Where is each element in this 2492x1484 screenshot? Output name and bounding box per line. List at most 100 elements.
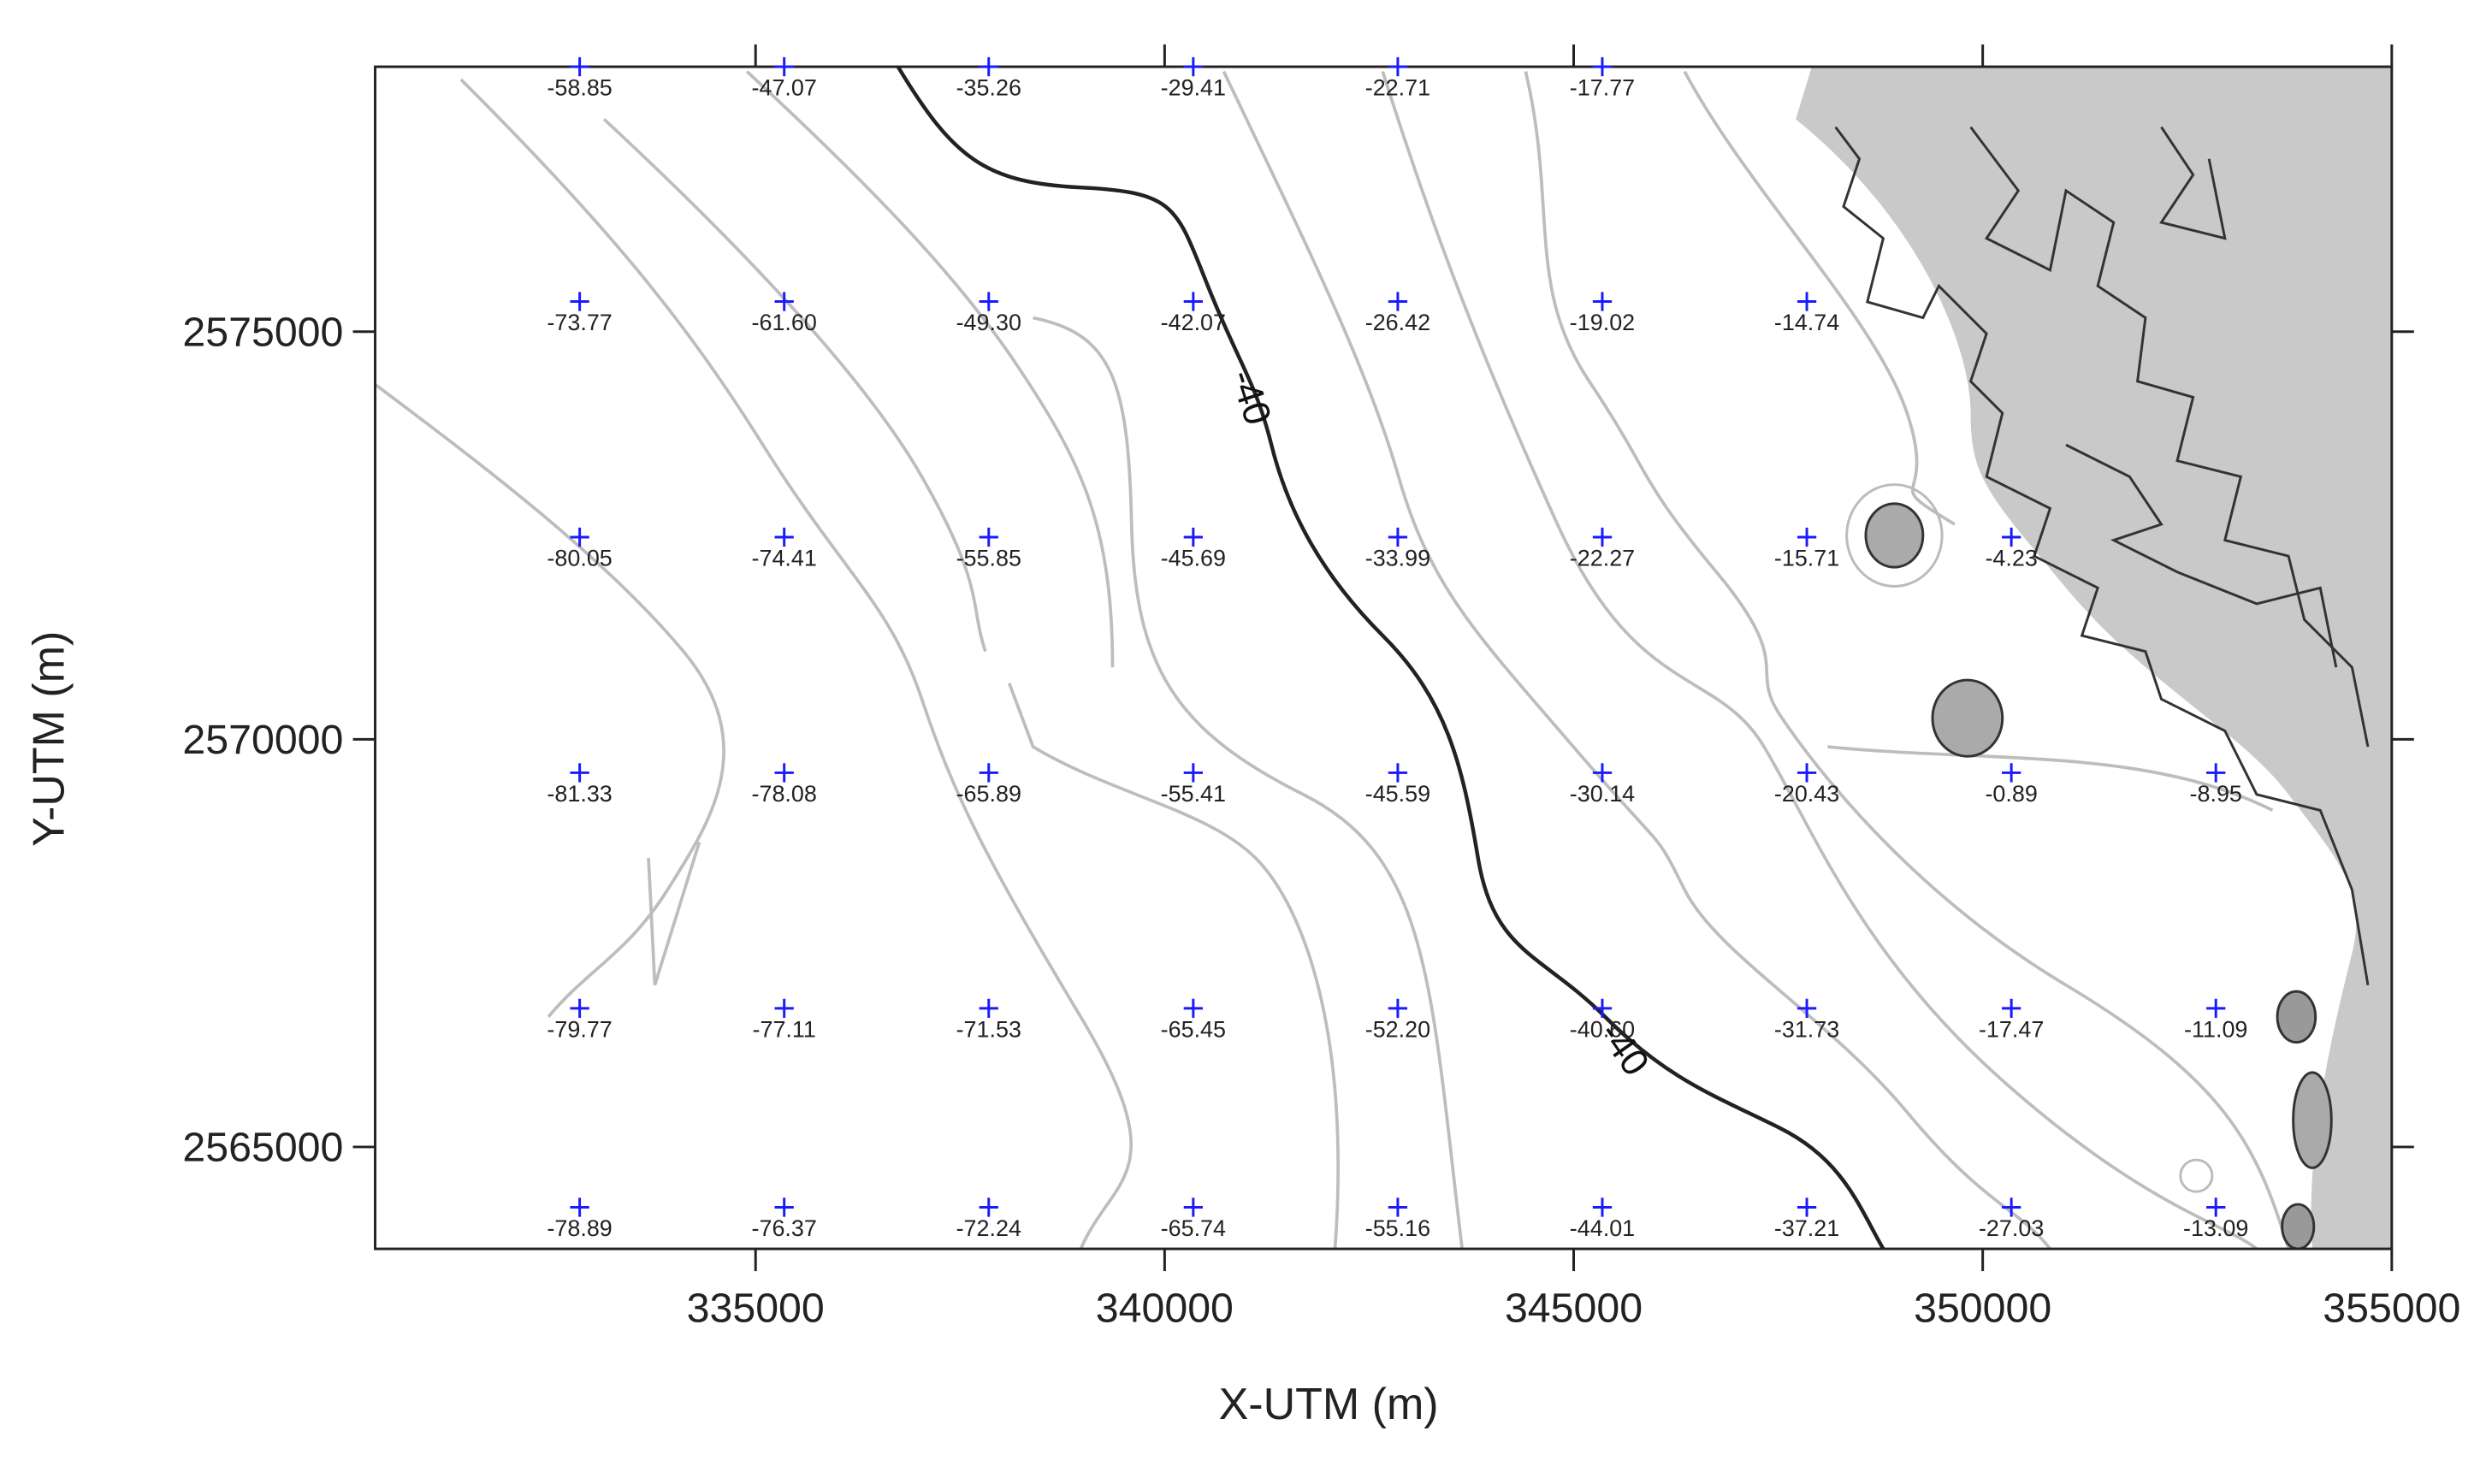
sample-point: [2002, 998, 2021, 1019]
sample-point: [1183, 527, 1203, 547]
depth-label: -40.60: [1570, 1016, 1635, 1042]
sample-point: [774, 56, 794, 77]
sample-point: [774, 292, 794, 311]
depth-label: -80.05: [547, 545, 612, 571]
sample-point: [1592, 1197, 1613, 1217]
depth-label: -0.89: [1985, 781, 2037, 807]
depth-label: -17.47: [1979, 1016, 2044, 1042]
y-tick-label: 2575000: [182, 310, 343, 356]
map-layer: [374, 65, 2392, 1250]
sample-point: [570, 998, 589, 1019]
depth-label: -79.77: [547, 1016, 612, 1042]
sample-point: [1388, 763, 1408, 783]
sample-point: [1388, 292, 1408, 311]
sample-point: [979, 56, 998, 77]
sample-point: [570, 763, 589, 783]
contour-line: [647, 841, 701, 986]
depth-label: -45.69: [1161, 545, 1226, 571]
depth-label: -22.71: [1365, 74, 1430, 100]
sample-point: [1388, 998, 1408, 1019]
x-tick-label: 355000: [2323, 1286, 2460, 1332]
sample-point: [2002, 527, 2021, 547]
island: [1931, 678, 2004, 758]
contour-line: [1683, 70, 2274, 813]
sample-point: [1796, 292, 1817, 311]
depth-label: -65.89: [956, 781, 1021, 807]
depth-label: -42.07: [1161, 310, 1226, 335]
y-tick-label: 2565000: [182, 1125, 343, 1171]
depth-label: -4.23: [1985, 545, 2037, 571]
contour-line: [1007, 683, 1341, 1250]
sample-point: [1183, 1197, 1203, 1217]
sample-point: [979, 998, 998, 1019]
contour-line: [745, 70, 1115, 668]
depth-label: -55.85: [956, 545, 1021, 571]
depth-label: -15.71: [1774, 545, 1839, 571]
depth-label: -13.09: [2183, 1215, 2248, 1241]
depth-label: -55.41: [1161, 781, 1226, 807]
contour-line: [602, 117, 987, 653]
depth-label: -26.42: [1365, 310, 1430, 335]
sample-point: [979, 763, 998, 783]
depth-label: -65.74: [1161, 1215, 1226, 1241]
depth-label: -22.27: [1570, 545, 1635, 571]
sample-point: [1592, 763, 1613, 783]
depth-label: -49.30: [956, 310, 1021, 335]
sample-point: [570, 527, 589, 547]
contour-line: [1524, 71, 2290, 1250]
depth-label: -65.45: [1161, 1016, 1226, 1042]
sample-point: [1183, 292, 1203, 311]
sample-point: [570, 1197, 589, 1217]
sample-point: [774, 527, 794, 547]
depth-label: -47.07: [752, 74, 817, 100]
sample-point: [1796, 763, 1817, 783]
depth-label: -14.74: [1774, 310, 1839, 335]
depth-label: -81.33: [547, 781, 612, 807]
contour-line: [1222, 70, 2051, 1250]
contour-line-dark: [896, 65, 1885, 1250]
sample-point: [1183, 56, 1203, 77]
sample-point: [570, 56, 589, 77]
sample-point: [1592, 56, 1613, 77]
sample-point: [1183, 998, 1203, 1019]
depth-label: -61.60: [752, 310, 817, 335]
depth-label: -11.09: [2184, 1016, 2247, 1042]
sample-point: [1388, 1197, 1408, 1217]
coastline: [1834, 126, 2370, 985]
sample-point: [570, 292, 589, 311]
contour-line: [459, 78, 1134, 1250]
depth-label: -8.95: [2190, 781, 2242, 807]
depth-label: -72.24: [956, 1215, 1021, 1241]
land-area: [1796, 67, 2392, 1250]
sample-point: [1592, 527, 1613, 547]
depth-label: -37.21: [1774, 1215, 1839, 1241]
sample-point: [1796, 998, 1817, 1019]
depth-label: -58.85: [547, 74, 612, 100]
depth-label: -35.26: [956, 74, 1021, 100]
depth-label: -19.02: [1570, 310, 1635, 335]
island: [2276, 990, 2317, 1044]
depth-label: -55.16: [1365, 1215, 1430, 1241]
y-tick-label: 2570000: [182, 717, 343, 763]
island: [1864, 502, 1925, 569]
depth-label: -78.89: [547, 1215, 612, 1241]
sample-point: [774, 998, 794, 1019]
depth-label: -20.43: [1774, 781, 1839, 807]
depth-label: -73.77: [547, 310, 612, 335]
x-tick-label: 335000: [687, 1286, 825, 1332]
sample-point: [1592, 292, 1613, 311]
sample-point: [774, 1197, 794, 1217]
sample-point: [2206, 998, 2226, 1019]
x-tick-label: 350000: [1914, 1286, 2051, 1332]
island-contour: [2179, 1158, 2214, 1193]
sample-point: [774, 763, 794, 783]
depth-label: -71.53: [956, 1016, 1021, 1042]
sample-point: [979, 527, 998, 547]
x-axis-title: X-UTM (m): [1219, 1380, 1439, 1429]
contour-line: [1381, 71, 2258, 1250]
y-axis-title: Y-UTM (m): [24, 631, 74, 847]
sample-point: [1388, 56, 1408, 77]
sample-point: [1796, 1197, 1817, 1217]
